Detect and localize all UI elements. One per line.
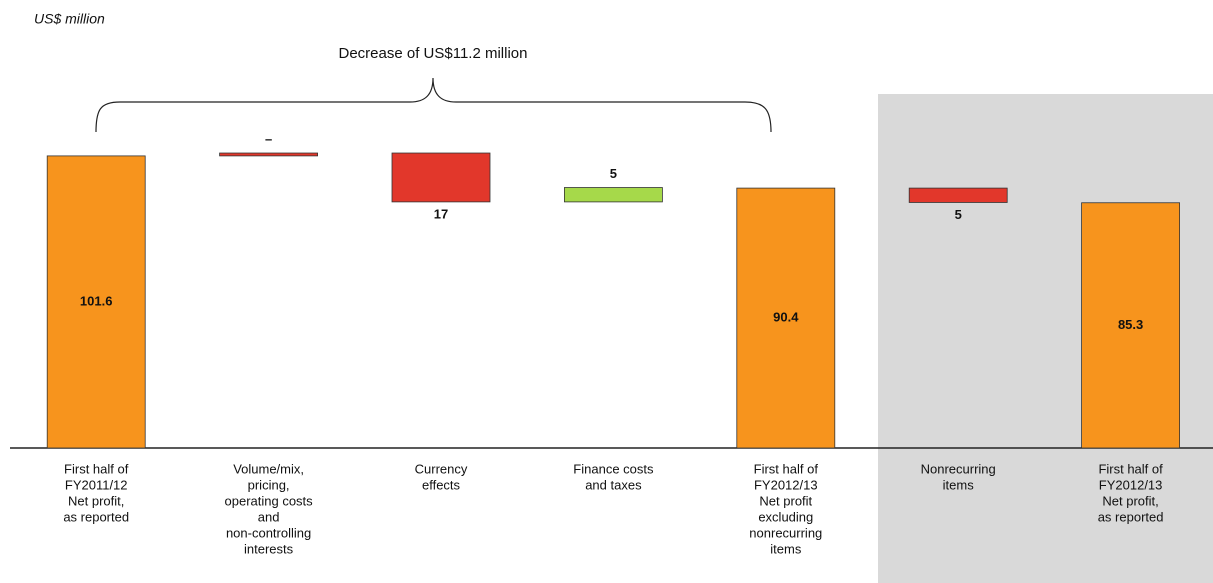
x-tick-label: pricing,	[248, 477, 290, 492]
x-tick-label: Volume/mix,	[233, 461, 304, 476]
x-tick-label: interests	[244, 541, 294, 556]
x-tick-label: items	[943, 477, 975, 492]
bar	[391, 152, 491, 203]
x-tick-label: Finance costs	[573, 461, 654, 476]
x-tick-label: Nonrecurring	[921, 461, 996, 476]
x-tick-label: operating costs	[225, 493, 314, 508]
value-label: 90.4	[773, 309, 799, 324]
bar	[1081, 202, 1180, 449]
unit-label: US$ million	[34, 11, 105, 27]
x-tick-label: as reported	[1098, 509, 1164, 524]
brace	[95, 77, 772, 133]
x-tick-label: and taxes	[585, 477, 642, 492]
bar	[564, 187, 663, 203]
x-tick-label: First half of	[64, 461, 129, 476]
value-label: –	[265, 131, 272, 146]
bar	[736, 187, 836, 449]
x-tick-label: First half of	[754, 461, 819, 476]
bar	[46, 155, 146, 449]
value-label: 5	[610, 166, 617, 181]
x-tick-label: FY2011/12	[65, 477, 128, 492]
x-tick-label: Net profit,	[68, 493, 124, 508]
x-tick-label: excluding	[758, 509, 813, 524]
x-tick-label: nonrecurring	[749, 525, 822, 540]
x-tick-label: FY2012/13	[754, 477, 818, 492]
x-tick-label: FY2012/13	[1099, 477, 1163, 492]
x-tick-label: effects	[422, 477, 461, 492]
x-tick-label: Net profit	[759, 493, 812, 508]
bar	[219, 152, 319, 157]
x-tick-label: as reported	[63, 509, 129, 524]
value-label: 5	[955, 207, 962, 222]
value-label: 85.3	[1118, 317, 1143, 332]
x-tick-label: Currency	[415, 461, 468, 476]
x-tick-label: non-controlling	[226, 525, 311, 540]
value-label: 17	[434, 206, 448, 221]
value-label: 101.6	[80, 293, 113, 308]
bar	[908, 187, 1008, 203]
x-tick-label: Net profit,	[1102, 493, 1158, 508]
annotation: Decrease of US$11.2 million	[339, 45, 528, 62]
x-tick-label: and	[258, 509, 280, 524]
x-tick-label: First half of	[1098, 461, 1163, 476]
x-tick-label: items	[770, 541, 802, 556]
